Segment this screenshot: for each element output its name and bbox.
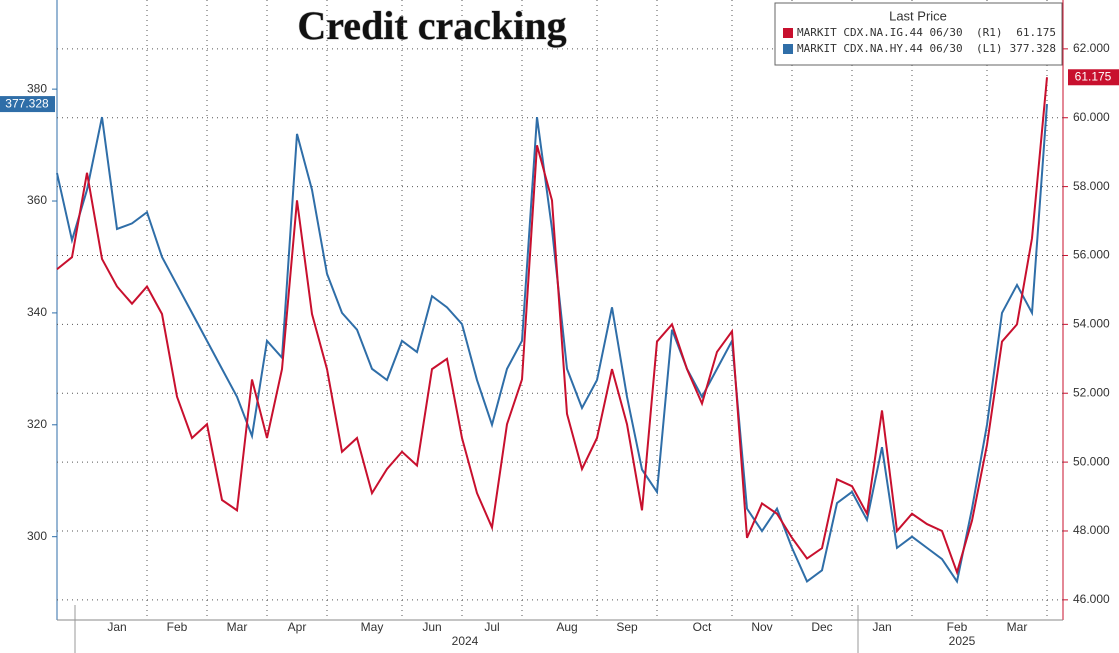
y-tick-label: 340 (27, 305, 47, 319)
y-tick-label: 300 (27, 529, 47, 543)
y2-tick-label: 60.000 (1073, 110, 1110, 124)
y2-tick-label: 52.000 (1073, 385, 1110, 399)
series-line (56, 104, 1048, 584)
value-tag-label: 61.175 (1075, 69, 1112, 83)
y-tick-label: 380 (27, 81, 47, 95)
y2-tick-label: 58.000 (1073, 179, 1110, 193)
year-label: 2025 (949, 634, 976, 648)
chart-title: Credit cracking (297, 3, 566, 48)
x-tick-label: Nov (751, 620, 772, 634)
y2-tick-label: 46.000 (1073, 592, 1110, 606)
x-tick-label: Mar (1007, 620, 1028, 634)
y-tick-label: 360 (27, 193, 47, 207)
y2-tick-label: 62.000 (1073, 41, 1110, 55)
value-tag-label: 377.328 (5, 96, 49, 110)
y2-tick-label: 56.000 (1073, 248, 1110, 262)
legend-value: 377.328 (1010, 42, 1056, 55)
x-tick-label: Jun (422, 620, 441, 634)
y-tick-label: 320 (27, 417, 47, 431)
x-tick-label: Jan (872, 620, 891, 634)
x-tick-label: Jul (484, 620, 499, 634)
legend-label: MARKIT CDX.NA.HY.44 06/30 (797, 42, 963, 55)
value-tag (0, 96, 55, 113)
legend-swatch (783, 28, 793, 38)
x-tick-label: Mar (227, 620, 248, 634)
x-tick-label: Dec (811, 620, 832, 634)
legend-value: 61.175 (1016, 26, 1056, 39)
legend-axis-tag: (L1) (976, 42, 1003, 55)
y2-tick-label: 50.000 (1073, 454, 1110, 468)
value-tag (1068, 69, 1119, 86)
x-tick-label: Jan (107, 620, 126, 634)
x-tick-label: Feb (947, 620, 968, 634)
y2-tick-label: 54.000 (1073, 317, 1110, 331)
legend-label: MARKIT CDX.NA.IG.44 06/30 (797, 26, 963, 39)
year-label: 2024 (452, 634, 479, 648)
legend-axis-tag: (R1) (976, 26, 1003, 39)
x-tick-label: Aug (556, 620, 577, 634)
legend: Last Price MARKIT CDX.NA.IG.44 06/30 (R1)… (774, 2, 1063, 66)
x-tick-label: Feb (167, 620, 188, 634)
y2-tick-label: 48.000 (1073, 523, 1110, 537)
x-tick-label: Oct (693, 620, 712, 634)
x-tick-label: Apr (288, 620, 307, 634)
legend-box (774, 2, 1063, 66)
series-line (56, 77, 1048, 576)
x-tick-label: Sep (616, 620, 638, 634)
legend-swatch (783, 44, 793, 54)
x-tick-label: May (361, 620, 384, 634)
legend-title: Last Price (889, 8, 947, 23)
